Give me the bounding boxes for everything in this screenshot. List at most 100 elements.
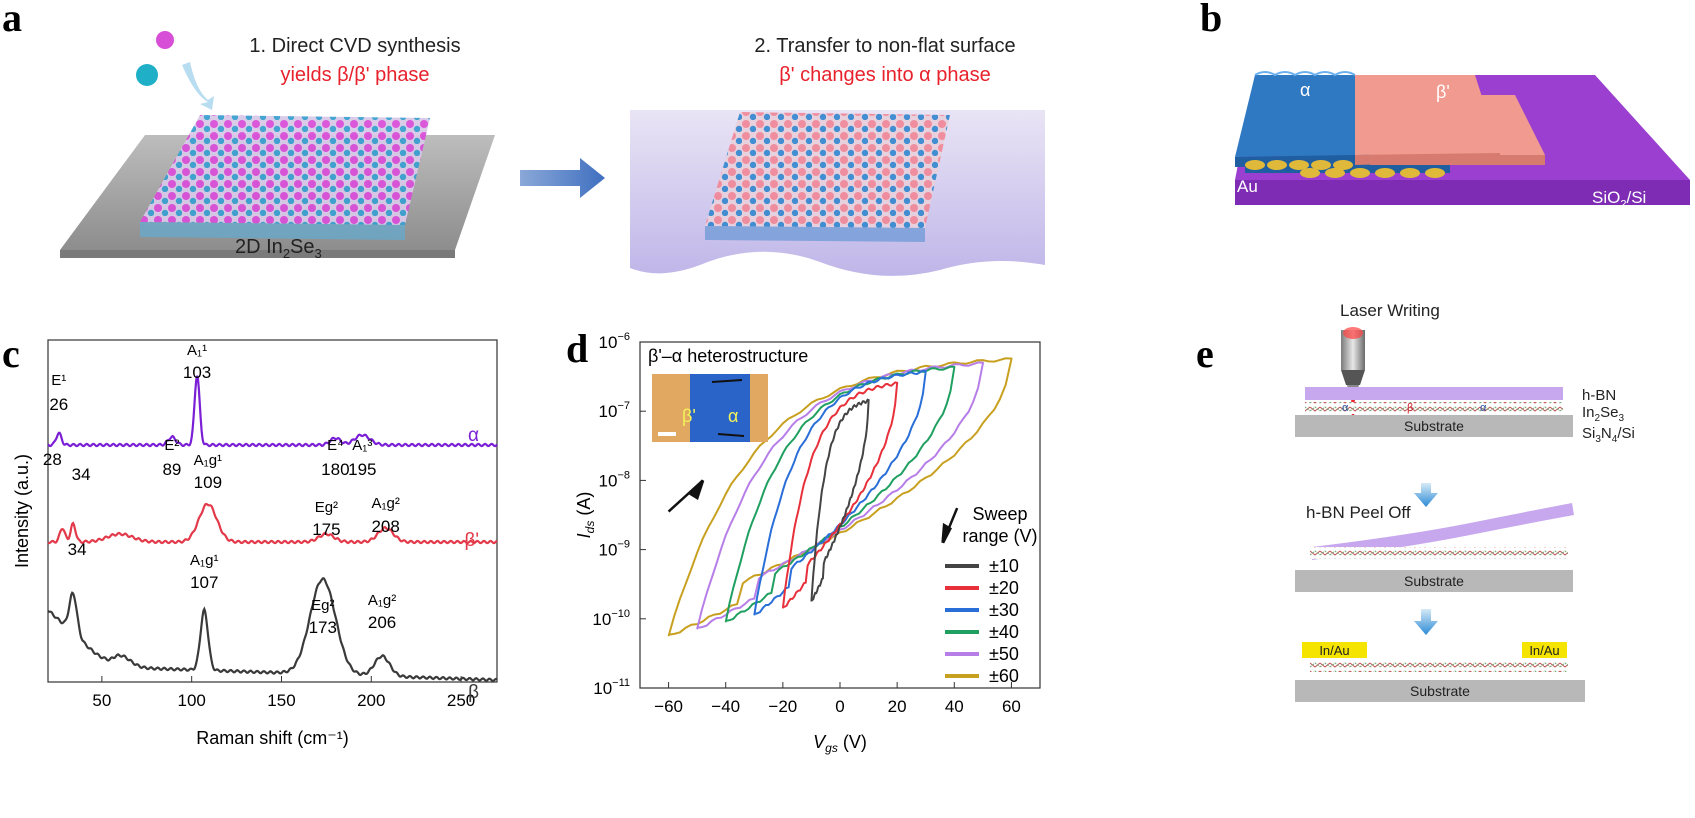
- peak-mode-label: A₁g¹: [194, 452, 222, 469]
- panel-b-top: [1235, 71, 1500, 170]
- x-tick-label: −60: [654, 697, 683, 716]
- series-label: β': [464, 530, 479, 551]
- series-label: α: [468, 425, 479, 446]
- legend-entry: ±40: [989, 622, 1019, 642]
- panel-label-e: e: [1196, 331, 1214, 376]
- laser-writing-label: Laser Writing: [1340, 301, 1440, 320]
- x-tick-label: 20: [888, 697, 907, 716]
- precursor-atom-cyan: [136, 64, 158, 86]
- si3n4-label: Si3N4/Si: [1582, 425, 1635, 445]
- down-arrow-2: [1414, 609, 1438, 635]
- peak-value-label: 26: [49, 395, 68, 414]
- legend-entry: ±10: [989, 556, 1019, 576]
- legend-title-line1: Sweep: [972, 504, 1027, 524]
- panel-label-a: a: [2, 0, 22, 40]
- y-tick-label: 10−11: [593, 677, 630, 698]
- hbn-layer: [1305, 387, 1563, 400]
- sweep-curve: [724, 365, 956, 623]
- step2-subtitle: β' changes into α phase: [779, 64, 991, 86]
- series-label: β: [468, 682, 479, 703]
- peak-mode-label: Eg²: [311, 597, 334, 614]
- sweep-curve: [753, 369, 927, 616]
- panel-label-d: d: [566, 326, 589, 371]
- legend-entry: ±20: [989, 578, 1019, 598]
- peak-value-label: 107: [190, 573, 218, 592]
- peak-value-label: 34: [68, 540, 87, 559]
- x-tick-label: 150: [267, 691, 295, 710]
- peak-value-label: 89: [162, 460, 181, 479]
- peak-value-label: 28: [43, 450, 62, 469]
- precursor-atom-magenta: [156, 31, 174, 49]
- x-tick-label: 40: [945, 697, 964, 716]
- substrate-1: [1295, 415, 1573, 437]
- peak-mode-label: A₁g²: [371, 495, 399, 512]
- panel-e-process: [1295, 327, 1585, 702]
- x-tick-label: −40: [711, 697, 740, 716]
- peak-mode-label: Eg²: [315, 499, 338, 516]
- substrate-label-1: Substrate: [1404, 418, 1464, 434]
- sweep-curve: [781, 381, 899, 609]
- contact-left: [1302, 642, 1367, 658]
- hbn-label: h-BN: [1582, 387, 1617, 404]
- y-tick-label: 10−10: [592, 608, 630, 629]
- sweep-curve: [810, 398, 870, 602]
- x-tick-label: 200: [357, 691, 385, 710]
- sweep-arrow-reverse-head: [941, 522, 952, 544]
- beta-prime-label: β': [1436, 82, 1450, 102]
- in2se3-label: In2Se3: [1582, 404, 1624, 424]
- y-axis-label: Intensity (a.u.): [12, 454, 32, 568]
- x-tick-label: 60: [1002, 697, 1021, 716]
- deposition-arrow: [182, 62, 214, 110]
- transfer-arrow: [520, 158, 605, 198]
- y-tick-label: 10−6: [599, 331, 630, 352]
- peak-mode-label: E¹: [51, 372, 66, 389]
- lattice-alpha: [705, 112, 950, 228]
- peak-value-label: 180: [321, 460, 349, 479]
- peel-label: h-BN Peel Off: [1306, 503, 1411, 522]
- inset-cracks: [711, 379, 745, 437]
- sio2-label: SiO2/Si: [1592, 188, 1647, 211]
- material-label: 2D In2Se3: [235, 236, 322, 261]
- x-axis-label: Raman shift (cm⁻¹): [196, 728, 349, 748]
- step1-subtitle: yields β/β' phase: [280, 64, 430, 86]
- beta-marker: β: [1407, 402, 1414, 414]
- hbn-peeled: [1312, 503, 1574, 560]
- lattice-in2se3: [140, 115, 430, 225]
- au-electrodes: [1300, 168, 1445, 178]
- peak-mode-label: A₁g¹: [190, 552, 218, 569]
- panel-label-c: c: [2, 331, 20, 376]
- peak-mode-label: A₁g²: [368, 592, 396, 609]
- raman-chart: 50 100 150 200 250 Raman shift (cm⁻¹) Intensit…: [12, 339, 498, 748]
- peak-mode-label: E²: [164, 437, 179, 454]
- au-label: Au: [1237, 177, 1258, 196]
- peak-value-label: 34: [72, 465, 91, 484]
- x-tick-label: 0: [835, 697, 844, 716]
- legend-entry: ±30: [989, 600, 1019, 620]
- spectrum-line: [47, 577, 498, 683]
- inset-alpha-label: α: [728, 406, 738, 426]
- peak-mode-label: A₁³: [352, 437, 372, 454]
- peak-value-label: 103: [183, 363, 211, 382]
- inset-electrode-left: [652, 374, 690, 442]
- peak-value-label: 175: [312, 520, 340, 539]
- peak-value-label: 195: [348, 460, 376, 479]
- alpha-label: α: [1300, 80, 1311, 100]
- x-tick-label: −20: [768, 697, 797, 716]
- contact-label-left: In/Au: [1319, 643, 1350, 658]
- legend-entry: ±50: [989, 644, 1019, 664]
- contact-right: [1522, 642, 1567, 658]
- peak-value-label: 206: [368, 613, 396, 632]
- x-axis-label: Vgs (V): [813, 732, 867, 755]
- y-tick-label: 10−9: [599, 539, 630, 560]
- y-tick-label: 10−7: [599, 400, 630, 421]
- spectrum-line: [47, 502, 498, 545]
- substrate-2: [1295, 570, 1573, 592]
- substrate-label-2: Substrate: [1404, 573, 1464, 589]
- spectrum-line: [47, 375, 498, 448]
- down-arrow-1: [1414, 483, 1438, 507]
- x-tick-label: 100: [177, 691, 205, 710]
- sweep-arrow-forward-head: [689, 479, 705, 500]
- substrate-3: [1295, 680, 1585, 702]
- contact-label-right: In/Au: [1529, 643, 1560, 658]
- peak-value-label: 208: [371, 517, 399, 536]
